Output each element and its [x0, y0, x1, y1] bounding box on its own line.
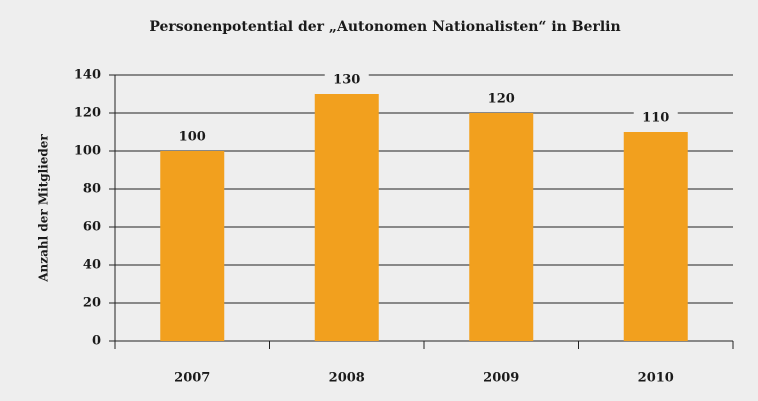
y-axis-label: Anzahl der Mitglieder	[37, 134, 51, 283]
y-tick-label: 140	[74, 68, 101, 83]
data-label: 100	[179, 130, 206, 145]
data-label: 130	[333, 73, 360, 88]
y-tick-label: 100	[74, 144, 101, 159]
data-label: 120	[488, 92, 515, 107]
bar	[160, 151, 225, 341]
data-label: 110	[642, 111, 669, 126]
data-label-bg	[170, 127, 215, 145]
y-tick-label: 120	[74, 106, 101, 121]
bar	[623, 132, 688, 341]
bar	[469, 113, 534, 341]
y-tick-label: 80	[83, 182, 101, 197]
x-tick-label: 2009	[483, 371, 519, 386]
x-tick-label: 2007	[174, 371, 210, 386]
y-tick-label: 20	[83, 296, 101, 311]
data-label-bg	[324, 70, 369, 88]
y-tick-label: 40	[83, 258, 101, 273]
chart-title: Personenpotential der „Autonomen Nationa…	[149, 19, 620, 35]
data-label-bg	[479, 89, 524, 107]
x-tick-label: 2008	[329, 371, 365, 386]
data-label-bg	[633, 108, 678, 126]
y-tick-label: 60	[83, 220, 101, 235]
y-tick-label: 0	[92, 334, 101, 349]
bar	[314, 94, 379, 341]
x-tick-label: 2010	[638, 371, 674, 386]
